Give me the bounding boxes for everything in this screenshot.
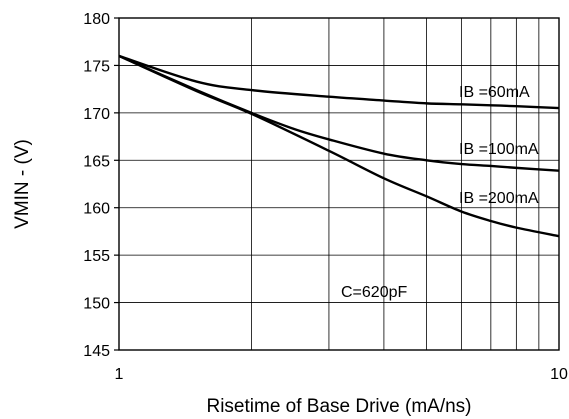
y-tick-label: 170 xyxy=(83,106,110,123)
capacitance-annotation: C=620pF xyxy=(341,284,407,301)
label-ib-60ma: IB =60mA xyxy=(459,84,530,101)
y-tick-label: 160 xyxy=(83,201,110,218)
y-tick-label: 155 xyxy=(83,248,110,265)
series-ib-60ma xyxy=(118,54,560,110)
y-axis-label: VMIN - (V) xyxy=(12,139,33,229)
series-layer xyxy=(118,54,560,238)
label-ib-200ma: IB =200mA xyxy=(459,190,539,207)
y-tick-label: 145 xyxy=(83,343,110,360)
x-tick-labels: 1 10 xyxy=(115,366,568,383)
y-tick-label: 165 xyxy=(83,153,110,170)
y-tick-labels: 145 150 155 160 165 170 175 180 xyxy=(83,11,110,360)
x-axis-label: Risetime of Base Drive (mA/ns) xyxy=(206,396,471,417)
grid xyxy=(114,17,559,351)
x-tick-label: 10 xyxy=(550,366,568,383)
y-tick-label: 175 xyxy=(83,58,110,75)
plot-frame xyxy=(118,17,560,351)
y-tick-label: 180 xyxy=(83,11,110,28)
series-ib-200ma xyxy=(118,54,560,238)
y-tick-label: 150 xyxy=(83,296,110,313)
label-ib-100ma: IB =100mA xyxy=(459,141,539,158)
x-tick-label: 1 xyxy=(115,366,124,383)
curve-labels: IB =60mA IB =100mA IB =200mA xyxy=(459,84,539,207)
